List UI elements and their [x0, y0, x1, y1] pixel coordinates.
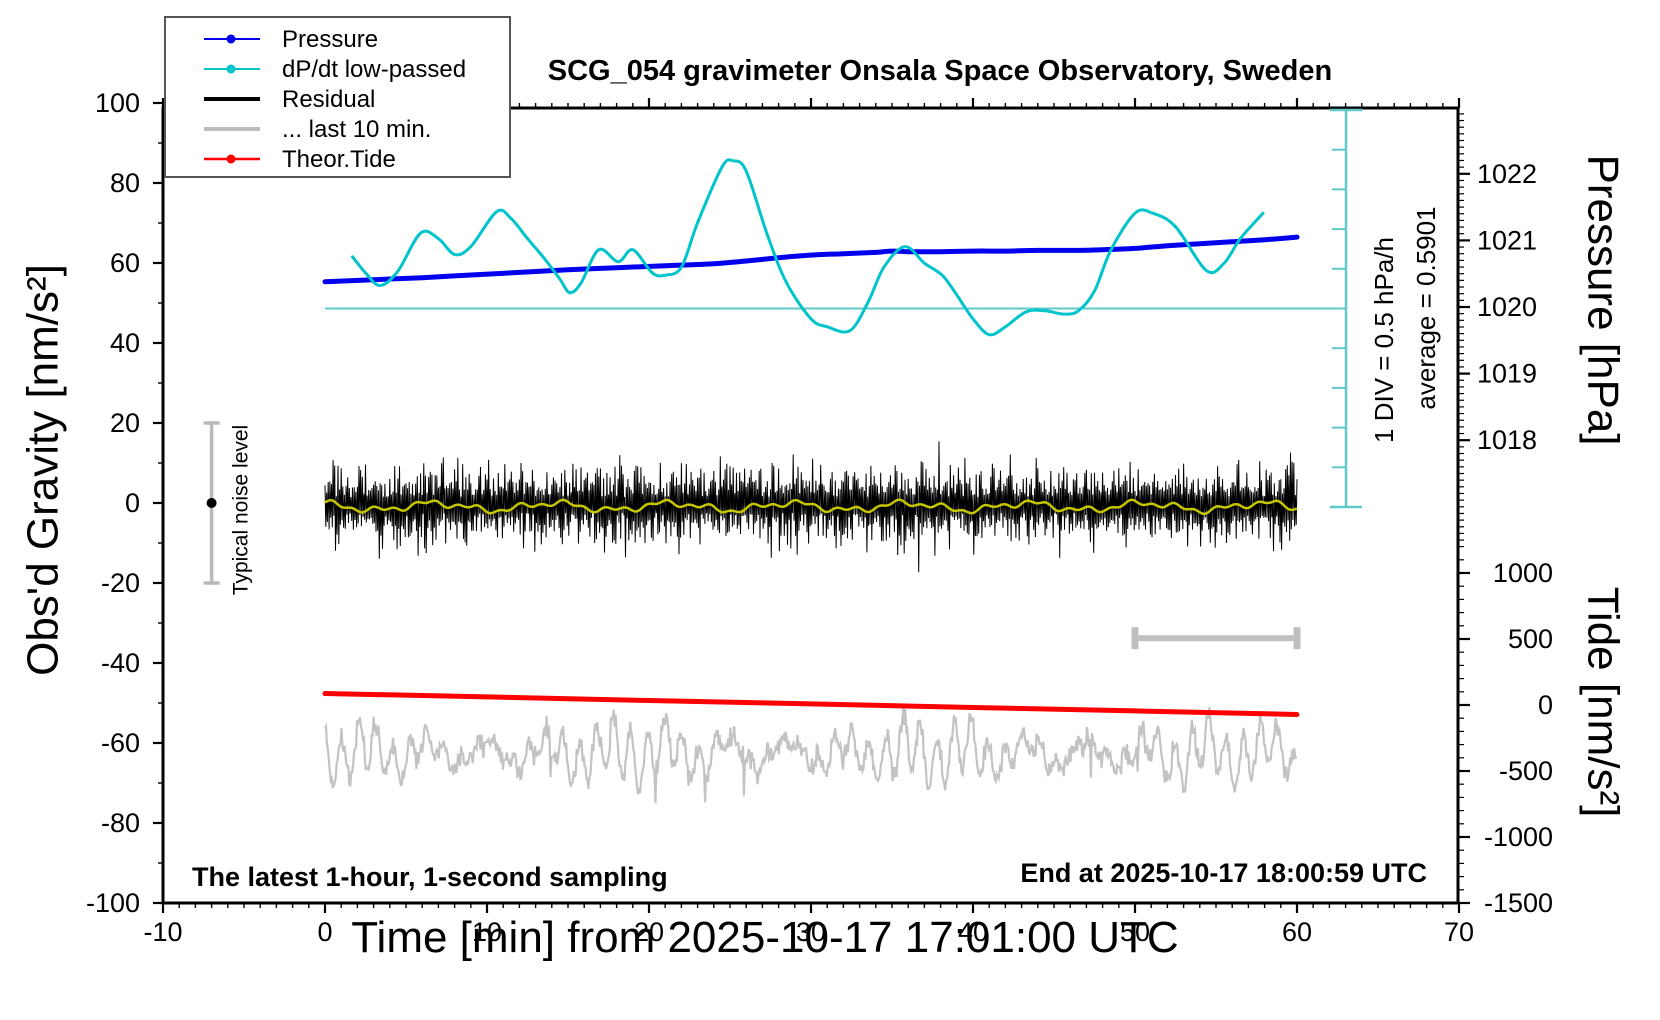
tick-label: 0 — [1538, 690, 1553, 720]
y-axis-label-tide: Tide [nm/s²] — [1579, 587, 1628, 818]
tick-label: 500 — [1508, 624, 1553, 654]
legend-item-label: Theor.Tide — [282, 146, 396, 173]
tick-label: -80 — [101, 808, 140, 838]
tick-label: 20 — [634, 917, 664, 947]
legend-sample-marker — [226, 64, 236, 74]
tick-label: 40 — [958, 917, 988, 947]
x-axis-label: Time [min] from 2025-10-17 17:01:00 UTC — [351, 913, 1178, 962]
series-dp-dt-low-passed — [351, 158, 1265, 337]
noise-level-bar-dot — [206, 498, 217, 508]
tick-label: 0 — [125, 488, 140, 518]
series-theor-tide — [322, 691, 1300, 717]
legend-item-label: Pressure — [282, 26, 378, 53]
tick-label: 1000 — [1493, 558, 1553, 588]
series-pressure — [322, 234, 1300, 285]
tick-label: 60 — [1282, 917, 1312, 947]
tick-label: 100 — [95, 88, 140, 118]
legend-sample-marker — [226, 154, 236, 164]
tick-label: -100 — [86, 888, 140, 918]
annotation-div-scale: 1 DIV = 0.5 hPa/h — [1369, 237, 1399, 443]
tick-label: 1021 — [1477, 225, 1537, 255]
tick-label: 50 — [1120, 917, 1150, 947]
tick-label: -40 — [101, 648, 140, 678]
tick-label: 1018 — [1477, 425, 1537, 455]
note-end-time: End at 2025-10-17 18:00:59 UTC — [1020, 858, 1427, 888]
legend-item-label: Residual — [282, 86, 375, 113]
axis-tick-labels: -10 0 10 20 30 40 50 60 70-100-80-60-40-20020406… — [86, 88, 1553, 947]
tick-label: 20 — [110, 408, 140, 438]
legend-item-label: ... last 10 min. — [282, 116, 431, 143]
tick-label: 0 — [317, 917, 332, 947]
legend: Pressure dP/dt low-passed Residual ... last… — [164, 16, 511, 178]
tick-label: 80 — [110, 168, 140, 198]
tick-label: 1019 — [1477, 359, 1537, 389]
series-residual-low-passed — [324, 498, 1298, 516]
tick-label: -500 — [1499, 756, 1553, 786]
tick-label: -60 — [101, 728, 140, 758]
y-axis-label-pressure: Pressure [hPa] — [1579, 154, 1628, 445]
tick-label: -20 — [101, 568, 140, 598]
tick-label: 10 — [472, 917, 502, 947]
note-sampling: The latest 1-hour, 1-second sampling — [192, 862, 668, 892]
tick-label: 60 — [110, 248, 140, 278]
tick-label: 1020 — [1477, 292, 1537, 322]
tick-label: -1000 — [1484, 822, 1553, 852]
tick-label: 40 — [110, 328, 140, 358]
y-axis-label-gravity: Obs'd Gravity [nm/s²] — [18, 264, 67, 676]
chart-title: SCG_054 gravimeter Onsala Space Observat… — [548, 55, 1332, 87]
tick-label: 30 — [796, 917, 826, 947]
series-last-10-min — [324, 706, 1298, 804]
tick-label: 70 — [1444, 917, 1474, 947]
legend-item-label: dP/dt low-passed — [282, 56, 466, 83]
annotation-average: average = 0.5901 — [1411, 206, 1441, 409]
tick-label: -10 — [143, 917, 182, 947]
tick-label: 1022 — [1477, 159, 1537, 189]
legend-sample-marker — [226, 34, 236, 44]
series-residual — [324, 441, 1298, 573]
chart-extras — [203, 421, 1301, 650]
dpdt-div-axis — [325, 108, 1362, 509]
tick-label: -1500 — [1484, 888, 1553, 918]
data-series — [322, 158, 1300, 804]
annotation-noise-level: Typical noise level — [229, 425, 252, 595]
